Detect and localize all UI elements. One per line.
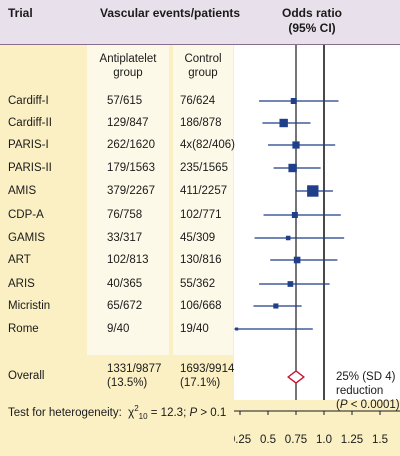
- point-marker-cardiff-i: [290, 98, 297, 104]
- row-antiplatelet-amis: 379/2267: [107, 185, 155, 197]
- row-trial-gamis: GAMIS: [8, 232, 46, 244]
- row-trial-cardiff-i: Cardiff-I: [8, 95, 49, 107]
- row-trial-paris-i: PARIS-I: [8, 139, 49, 151]
- control-column-panel: [173, 45, 233, 355]
- point-marker-art: [293, 256, 301, 264]
- x-tick-label-2: 0.75: [285, 434, 307, 446]
- table-header-band: [0, 0, 400, 45]
- row-antiplatelet-aris: 40/365: [107, 278, 143, 290]
- control-subheader-line2: group: [188, 67, 218, 79]
- row-control-paris-ii: 235/1565: [180, 162, 228, 174]
- point-marker-aris: [287, 281, 294, 287]
- row-antiplatelet-rome: 9/40: [107, 323, 130, 335]
- reduction-line2: reduction: [336, 385, 383, 397]
- overall-control-percent: (17.1%): [180, 377, 221, 389]
- heterogeneity-test: Test for heterogeneity: χ210 = 12.3; P >…: [8, 404, 227, 422]
- row-trial-rome: Rome: [8, 323, 39, 335]
- x-tick-label-5: 1.5: [372, 434, 388, 446]
- reduction-line1: 25% (SD 4): [336, 371, 396, 383]
- point-marker-amis: [307, 185, 319, 197]
- overall-diamond: [287, 370, 305, 384]
- row-antiplatelet-micristin: 65/672: [107, 300, 143, 312]
- antiplatelet-subheader-line2: group: [113, 67, 143, 79]
- point-marker-paris-i: [292, 141, 300, 149]
- row-control-cardiff-i: 76/624: [180, 95, 216, 107]
- row-trial-paris-ii: PARIS-II: [8, 162, 52, 174]
- trial-column-header: Trial: [8, 6, 33, 20]
- row-control-amis: 411/2257: [180, 185, 228, 197]
- row-trial-cdp-a: CDP-A: [8, 209, 44, 221]
- x-tick-label-4: 1.25: [341, 434, 363, 446]
- row-trial-cardiff-ii: Cardiff-II: [8, 117, 52, 129]
- row-antiplatelet-gamis: 33/317: [107, 232, 143, 244]
- odds-ratio-header: Odds ratio: [281, 6, 342, 20]
- row-control-rome: 19/40: [180, 323, 209, 335]
- row-antiplatelet-paris-i: 262/1620: [107, 139, 155, 151]
- row-antiplatelet-cardiff-i: 57/615: [107, 95, 143, 107]
- row-trial-aris: ARIS: [8, 278, 35, 290]
- row-antiplatelet-cdp-a: 76/758: [107, 209, 143, 221]
- row-trial-micristin: Micristin: [8, 300, 51, 312]
- row-control-cardiff-ii: 186/878: [180, 117, 222, 129]
- row-antiplatelet-cardiff-ii: 129/847: [107, 117, 149, 129]
- row-trial-amis: AMIS: [8, 185, 37, 197]
- overall-control-count: 1693/9914: [180, 363, 235, 375]
- x-tick-label-3: 1.0: [316, 434, 332, 446]
- x-tick-label-1: 0.5: [260, 434, 276, 446]
- ci-header: (95% CI): [288, 21, 336, 35]
- events-column-header: Vascular events/patients: [100, 6, 241, 20]
- point-marker-cdp-a: [291, 212, 298, 218]
- row-trial-art: ART: [8, 254, 31, 266]
- control-subheader-line1: Control: [184, 53, 222, 65]
- row-control-aris: 55/362: [180, 278, 216, 290]
- point-marker-cardiff-ii: [279, 118, 288, 128]
- row-antiplatelet-art: 102/813: [107, 254, 149, 266]
- row-control-gamis: 45/309: [180, 232, 216, 244]
- overall-label: Overall: [8, 370, 45, 382]
- row-control-paris-i: 4x(82/406): [180, 139, 235, 151]
- point-marker-micristin: [273, 303, 279, 309]
- forest-plot-panel: [234, 45, 400, 400]
- row-antiplatelet-paris-ii: 179/1563: [107, 162, 155, 174]
- antiplatelet-column-panel: [87, 45, 169, 355]
- overall-antiplatelet-count: 1331/9877: [107, 363, 162, 375]
- row-control-micristin: 106/668: [180, 300, 222, 312]
- forest-plot: 0.25 0.5 0.75 1.0 1.25 1.5 25% (SD 4) reducti…: [234, 45, 400, 446]
- row-control-cdp-a: 102/771: [180, 209, 222, 221]
- reduction-line3: (P < 0.0001): [336, 399, 400, 411]
- point-marker-gamis: [285, 235, 291, 241]
- x-tick-label-0: 0.25: [234, 434, 251, 446]
- row-control-art: 130/816: [180, 254, 222, 266]
- antiplatelet-subheader-line1: Antiplatelet: [99, 53, 157, 65]
- point-marker-rome: [235, 327, 239, 331]
- point-marker-paris-ii: [288, 163, 297, 173]
- overall-antiplatelet-percent: (13.5%): [107, 377, 148, 389]
